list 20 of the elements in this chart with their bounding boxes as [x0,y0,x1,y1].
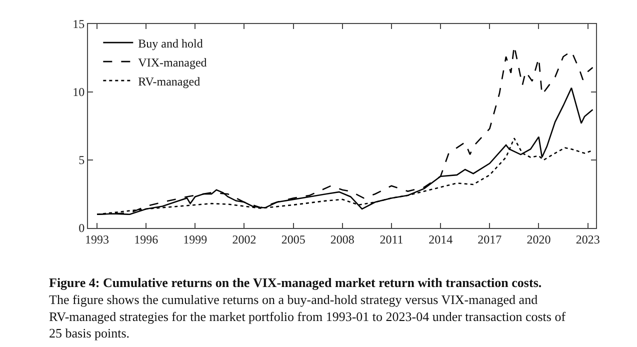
y-tick-label: 10 [72,85,85,100]
x-tick-label: 2020 [526,232,551,246]
y-tick-label: 0 [78,221,85,236]
legend-label: RV-managed [138,74,200,88]
chart-title: Figure 4: Cumulative returns on the VIX-managed market return with transaction costs. [49,275,542,290]
x-tick-label: 2005 [281,232,306,246]
x-tick-label: 1993 [85,232,109,246]
y-tick-label: 15 [72,17,85,32]
x-tick-label: 2023 [576,232,600,246]
x-tick-label: 2014 [428,232,453,246]
x-tick-label: 1996 [134,232,158,246]
x-tick-label: 2011 [380,232,404,246]
legend-label: VIX-managed [138,55,207,70]
x-tick-label: 2002 [232,232,256,246]
legend-label: Buy and hold [138,36,203,50]
y-tick-label: 5 [78,153,85,168]
x-tick-label: 2017 [478,232,502,246]
x-tick-label: 1999 [183,232,208,246]
text: The figure shows the cumulative returns on a buy-and-hold strategy versus VIX-managed and RV-managed strategies for the market portfolio from 1993-01 to 2023-04 under transaction costs of 25 basis points. [49,292,566,341]
x-tick-label: 2008 [330,232,354,246]
